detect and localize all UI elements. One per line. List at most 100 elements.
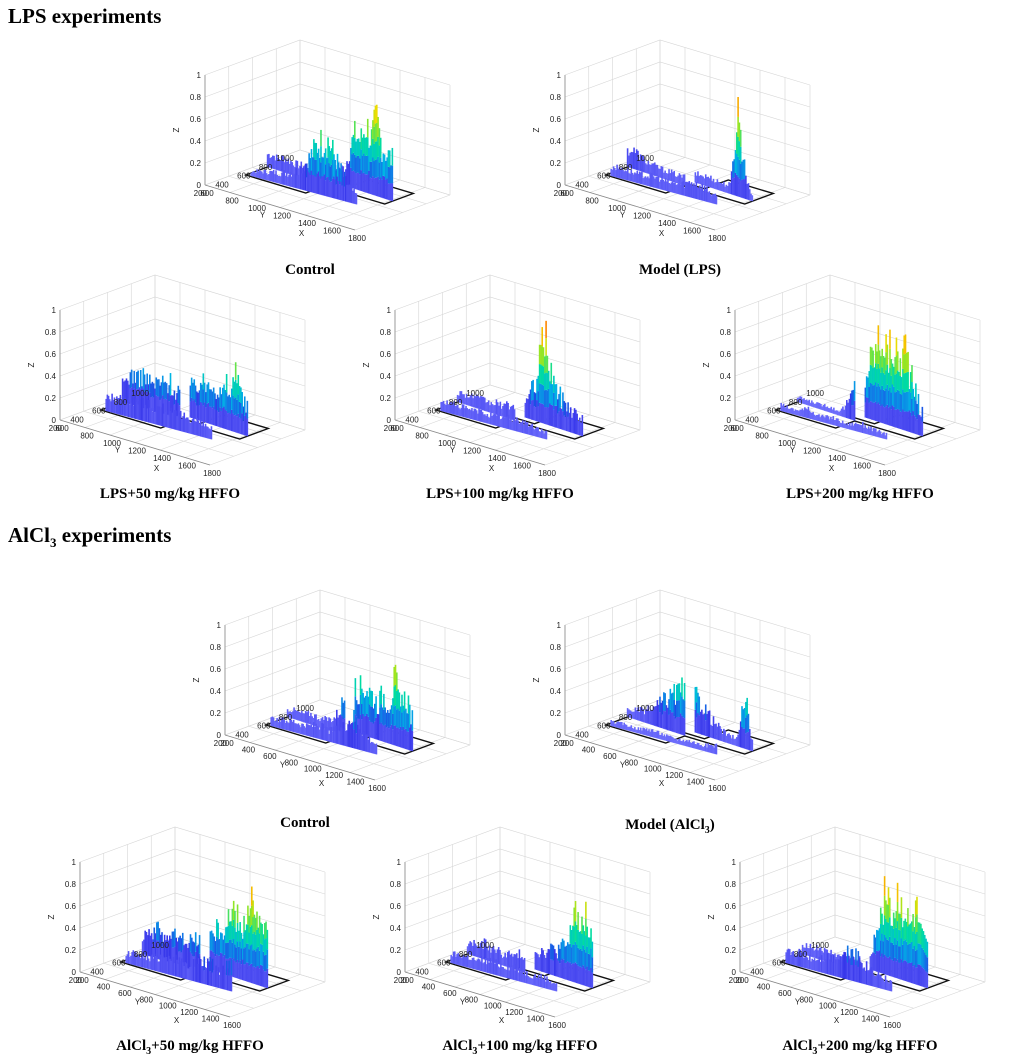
z-tick-label: 0.6 xyxy=(65,902,77,911)
y-tick-label: 200 xyxy=(194,189,208,198)
surface-front-ridge xyxy=(450,951,558,992)
y-tick-label: 200 xyxy=(724,424,738,433)
x-tick-label: 1200 xyxy=(803,447,821,456)
chart-lps-control: 0 0.2 0.4 0.6 0.8 1 600 800 1000 1200 1400 1600 1800… xyxy=(145,39,451,245)
z-tick-label: 0.2 xyxy=(550,709,562,718)
surface-back-ridge xyxy=(466,901,594,989)
y-tick-label: 400 xyxy=(405,415,419,424)
surface-back-ridge xyxy=(796,325,924,437)
y-tick-label: 800 xyxy=(794,950,808,959)
surface-front-ridge xyxy=(785,945,893,992)
y-tick-label: 200 xyxy=(394,976,408,985)
y-axis-label: Y xyxy=(115,446,121,455)
x-tick-label: 1600 xyxy=(883,1021,901,1030)
caption-lps-control: Control xyxy=(285,262,335,278)
z-tick-label: 0.2 xyxy=(210,709,222,718)
z-tick-label: 0.6 xyxy=(550,665,562,674)
z-tick-label: 0.8 xyxy=(45,328,57,337)
z-tick-label: 1 xyxy=(387,306,392,315)
surface-plot: 00.20.40.60.8120040060080010001200140016… xyxy=(47,826,326,1030)
z-tick-label: 0.6 xyxy=(720,350,732,359)
y-tick-label: 600 xyxy=(427,407,441,416)
y-tick-label: 1000 xyxy=(806,389,824,398)
x-tick-label: 1400 xyxy=(658,219,676,228)
x-tick-label: 1000 xyxy=(819,1002,837,1011)
x-tick-label: 1400 xyxy=(298,219,316,228)
y-tick-label: 800 xyxy=(459,950,473,959)
x-tick-label: 1200 xyxy=(180,1008,198,1017)
z-tick-label: 0.4 xyxy=(550,687,562,696)
x-axis-label: X xyxy=(299,229,305,238)
y-tick-label: 800 xyxy=(134,950,148,959)
z-tick-label: 0.4 xyxy=(65,924,77,933)
z-tick-label: 0.6 xyxy=(380,350,392,359)
x-tick-label: 800 xyxy=(465,995,479,1004)
y-axis-label: Y xyxy=(790,446,796,455)
x-tick-label: 600 xyxy=(603,752,617,761)
y-tick-label: 400 xyxy=(745,415,759,424)
surface-plot: 00.20.40.60.8120040060080010001200140016… xyxy=(532,589,811,793)
surface-plot: 00.20.40.60.8160080010001200140016001800… xyxy=(362,274,641,478)
z-tick-label: 0.8 xyxy=(550,643,562,652)
z-tick-label: 0.4 xyxy=(390,924,402,933)
surface-back-ridge xyxy=(141,886,269,989)
y-tick-label: 1000 xyxy=(476,941,494,950)
x-tick-label: 1400 xyxy=(488,454,506,463)
z-tick-label: 0.8 xyxy=(720,328,732,337)
y-tick-label: 1000 xyxy=(466,389,484,398)
x-tick-label: 600 xyxy=(55,424,69,433)
y-axis-label: Y xyxy=(135,998,141,1007)
z-tick-label: 0.4 xyxy=(45,372,57,381)
surface-plot: 00.20.40.60.8160080010001200140016001800… xyxy=(172,39,451,243)
z-tick-label: 1 xyxy=(557,71,562,80)
x-tick-label: 1600 xyxy=(368,784,386,793)
caption-alcl3-200: AlCl3+200 mg/kg HFFO xyxy=(782,1038,938,1057)
y-tick-label: 200 xyxy=(384,424,398,433)
caption-alcl3-model: Model (AlCl3) xyxy=(625,817,715,836)
surface-back-ridge xyxy=(626,677,754,752)
z-tick-label: 1 xyxy=(397,858,402,867)
x-tick-label: 1600 xyxy=(513,462,531,471)
x-tick-label: 800 xyxy=(80,432,94,441)
x-tick-label: 1600 xyxy=(708,784,726,793)
y-tick-label: 1000 xyxy=(636,704,654,713)
x-axis-label: X xyxy=(319,779,325,788)
y-tick-label: 600 xyxy=(767,407,781,416)
x-tick-label: 400 xyxy=(242,745,256,754)
y-tick-label: 800 xyxy=(789,398,803,407)
caption-lps-200: LPS+200 mg/kg HFFO xyxy=(786,486,934,502)
x-tick-label: 200 xyxy=(220,739,234,748)
y-tick-label: 600 xyxy=(597,722,611,731)
z-tick-label: 0.2 xyxy=(390,946,402,955)
x-tick-label: 1600 xyxy=(548,1021,566,1030)
z-tick-label: 0 xyxy=(72,968,77,977)
x-tick-label: 1000 xyxy=(778,439,796,448)
x-tick-label: 600 xyxy=(443,989,457,998)
z-tick-label: 0 xyxy=(387,416,392,425)
z-tick-label: 0.2 xyxy=(190,159,202,168)
x-tick-label: 200 xyxy=(735,976,749,985)
x-tick-label: 1600 xyxy=(853,462,871,471)
y-tick-label: 400 xyxy=(575,730,589,739)
x-tick-label: 1200 xyxy=(633,212,651,221)
z-tick-label: 0.4 xyxy=(190,137,202,146)
x-axis-label: X xyxy=(834,1016,840,1025)
x-tick-label: 1800 xyxy=(878,469,896,478)
y-tick-label: 1000 xyxy=(276,154,294,163)
x-axis-label: X xyxy=(659,229,665,238)
x-tick-label: 600 xyxy=(118,989,132,998)
z-tick-label: 1 xyxy=(727,306,732,315)
chart-lps-model: 0 0.2 0.4 0.6 0.8 1 600 800 1000 1200 1400 1600 1800… xyxy=(505,39,811,245)
x-tick-label: 800 xyxy=(225,197,239,206)
z-tick-label: 0.4 xyxy=(380,372,392,381)
z-tick-label: 0.4 xyxy=(725,924,737,933)
z-tick-label: 0.4 xyxy=(720,372,732,381)
z-tick-label: 0.6 xyxy=(190,115,202,124)
y-tick-label: 800 xyxy=(619,163,633,172)
x-tick-label: 800 xyxy=(625,758,639,767)
x-tick-label: 1000 xyxy=(248,204,266,213)
caption-lps-100: LPS+100 mg/kg HFFO xyxy=(426,486,574,502)
x-tick-label: 1400 xyxy=(862,1015,880,1024)
z-tick-label: 0 xyxy=(197,181,202,190)
x-axis-label: X xyxy=(829,464,835,473)
